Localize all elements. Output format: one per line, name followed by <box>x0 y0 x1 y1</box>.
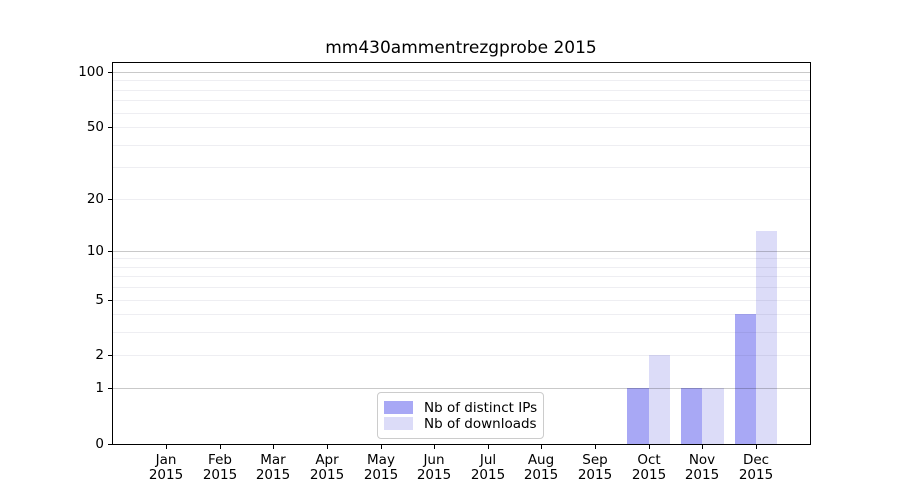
legend-swatch-downloads <box>384 417 413 430</box>
y-tick-label: 0 <box>95 436 104 452</box>
legend-label-distinct-ips: Nb of distinct IPs <box>424 399 538 416</box>
x-tick-label: Mar 2015 <box>255 452 291 483</box>
y-tick <box>108 127 112 128</box>
y-tick-label: 5 <box>95 292 104 308</box>
y-tick-label: 20 <box>86 191 104 207</box>
gridline-minor <box>113 287 810 288</box>
gridline-major <box>113 251 810 252</box>
y-tick <box>108 355 112 356</box>
x-tick <box>327 445 328 449</box>
x-tick <box>541 445 542 449</box>
gridline-minor <box>113 127 810 128</box>
gridline-minor <box>113 145 810 146</box>
gridline-minor <box>113 90 810 91</box>
x-tick-label: Jun 2015 <box>416 452 452 483</box>
gridline-minor <box>113 267 810 268</box>
gridline-minor <box>113 314 810 315</box>
gridline-minor <box>113 80 810 81</box>
x-tick <box>166 445 167 449</box>
legend-row-downloads: Nb of downloads <box>384 415 537 432</box>
x-tick <box>381 445 382 449</box>
x-tick <box>220 445 221 449</box>
x-tick <box>595 445 596 449</box>
x-tick-label: Jul 2015 <box>470 452 506 483</box>
gridline-minor <box>113 355 810 356</box>
gridline-minor <box>113 100 810 101</box>
chart-title: mm430ammentrezgprobe 2015 <box>325 38 597 58</box>
gridline-minor <box>113 300 810 301</box>
gridline-minor <box>113 258 810 259</box>
x-tick-label: Nov 2015 <box>684 452 720 483</box>
gridline-minor <box>113 113 810 114</box>
y-tick <box>108 251 112 252</box>
y-tick-label: 1 <box>95 380 104 396</box>
left-spine <box>112 62 113 445</box>
y-tick-label: 2 <box>95 347 104 363</box>
legend-row-distinct-ips: Nb of distinct IPs <box>384 399 538 416</box>
bar-nb-of-downloads-dec <box>756 231 778 444</box>
x-tick <box>434 445 435 449</box>
x-tick-label: Jan 2015 <box>148 452 184 483</box>
gridline-minor <box>113 167 810 168</box>
top-spine <box>112 62 811 63</box>
legend-label-downloads: Nb of downloads <box>424 415 537 432</box>
y-tick-label: 100 <box>78 64 104 80</box>
y-tick-label: 10 <box>86 243 104 259</box>
legend-swatch-distinct-ips <box>384 401 413 414</box>
y-tick <box>108 444 112 445</box>
gridline-major <box>113 388 810 389</box>
chart-legend: Nb of distinct IPs Nb of downloads <box>377 392 544 439</box>
x-tick <box>649 445 650 449</box>
x-tick <box>488 445 489 449</box>
bar-nb-of-downloads-nov <box>702 388 724 444</box>
x-tick-label: Sep 2015 <box>577 452 613 483</box>
bar-nb-of-distinct-ips-oct <box>627 388 649 444</box>
bottom-spine <box>112 444 811 445</box>
bar-nb-of-downloads-oct <box>648 355 671 444</box>
x-tick-label: Apr 2015 <box>309 452 345 483</box>
gridline-major <box>113 72 810 73</box>
right-spine <box>810 62 811 445</box>
gridline-minor <box>113 199 810 200</box>
x-tick-label: Feb 2015 <box>202 452 238 483</box>
x-tick-label: Oct 2015 <box>631 452 667 483</box>
y-tick <box>108 300 112 301</box>
x-tick <box>273 445 274 449</box>
x-tick <box>702 445 703 449</box>
y-tick <box>108 72 112 73</box>
gridline-minor <box>113 276 810 277</box>
x-tick <box>756 445 757 449</box>
x-tick-label: Dec 2015 <box>738 452 774 483</box>
y-tick-label: 50 <box>86 119 104 135</box>
y-tick <box>108 388 112 389</box>
y-tick <box>108 199 112 200</box>
gridline-minor <box>113 332 810 333</box>
x-tick-label: May 2015 <box>363 452 399 483</box>
x-tick-label: Aug 2015 <box>523 452 559 483</box>
bar-nb-of-distinct-ips-nov <box>680 388 703 444</box>
bar-nb-of-distinct-ips-dec <box>734 314 756 444</box>
